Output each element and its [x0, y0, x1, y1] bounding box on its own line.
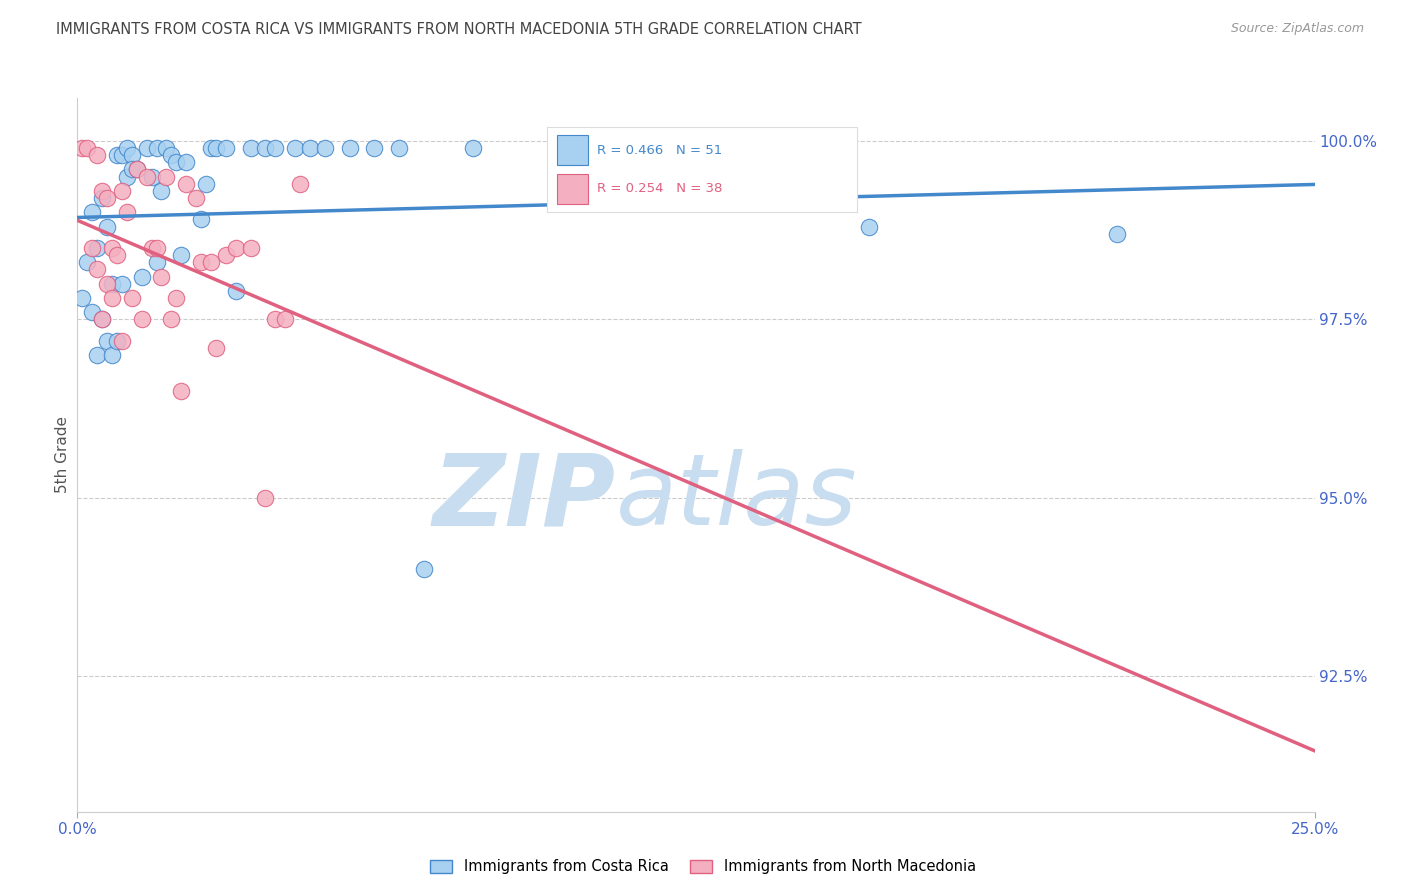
Point	[388, 141, 411, 155]
Point	[314, 141, 336, 155]
Point	[184, 191, 207, 205]
Point	[363, 141, 385, 155]
Point	[145, 141, 167, 155]
Point	[125, 162, 148, 177]
Point	[170, 384, 193, 398]
Point	[150, 269, 173, 284]
Point	[195, 177, 218, 191]
Point	[115, 169, 138, 184]
Point	[135, 141, 157, 155]
Point	[225, 241, 247, 255]
Point	[264, 312, 287, 326]
Point	[101, 291, 124, 305]
Point	[284, 141, 307, 155]
Point	[239, 241, 262, 255]
Point	[105, 334, 128, 348]
Point	[96, 219, 118, 234]
Point	[141, 169, 163, 184]
Text: atlas: atlas	[616, 450, 858, 546]
Point	[91, 312, 114, 326]
Text: Source: ZipAtlas.com: Source: ZipAtlas.com	[1230, 22, 1364, 36]
Point	[412, 562, 434, 576]
Point	[160, 148, 183, 162]
Point	[96, 334, 118, 348]
Point	[101, 348, 124, 362]
Point	[155, 141, 177, 155]
Point	[1105, 227, 1128, 241]
Point	[463, 141, 485, 155]
Point	[145, 241, 167, 255]
Point	[135, 169, 157, 184]
Y-axis label: 5th Grade: 5th Grade	[55, 417, 70, 493]
Point	[82, 305, 104, 319]
Point	[165, 291, 187, 305]
Point	[82, 241, 104, 255]
Point	[225, 284, 247, 298]
Point	[200, 255, 222, 269]
Point	[190, 212, 212, 227]
Point	[121, 148, 143, 162]
Point	[160, 312, 183, 326]
Point	[288, 177, 311, 191]
Point	[200, 141, 222, 155]
Point	[205, 341, 228, 355]
Point	[91, 191, 114, 205]
Point	[339, 141, 361, 155]
Point	[96, 191, 118, 205]
Point	[86, 148, 108, 162]
Point	[141, 241, 163, 255]
Point	[111, 148, 134, 162]
Point	[121, 291, 143, 305]
Point	[86, 241, 108, 255]
Text: ZIP: ZIP	[433, 450, 616, 546]
Point	[86, 262, 108, 277]
Point	[96, 277, 118, 291]
Point	[274, 312, 297, 326]
Point	[165, 155, 187, 169]
Point	[111, 184, 134, 198]
Point	[858, 219, 880, 234]
Point	[170, 248, 193, 262]
Point	[115, 205, 138, 219]
Point	[264, 141, 287, 155]
Point	[121, 162, 143, 177]
Point	[111, 277, 134, 291]
Point	[254, 141, 277, 155]
Point	[91, 184, 114, 198]
Point	[111, 334, 134, 348]
Point	[105, 148, 128, 162]
Point	[145, 255, 167, 269]
Point	[101, 241, 124, 255]
Point	[150, 184, 173, 198]
Point	[254, 491, 277, 505]
Point	[131, 312, 153, 326]
Point	[86, 348, 108, 362]
Point	[72, 291, 94, 305]
Point	[125, 162, 148, 177]
Text: IMMIGRANTS FROM COSTA RICA VS IMMIGRANTS FROM NORTH MACEDONIA 5TH GRADE CORRELAT: IMMIGRANTS FROM COSTA RICA VS IMMIGRANTS…	[56, 22, 862, 37]
Point	[215, 248, 238, 262]
Point	[205, 141, 228, 155]
Point	[105, 248, 128, 262]
Point	[190, 255, 212, 269]
Point	[155, 169, 177, 184]
Point	[215, 141, 238, 155]
Point	[131, 269, 153, 284]
Point	[72, 141, 94, 155]
Point	[76, 255, 98, 269]
Point	[91, 312, 114, 326]
Point	[82, 205, 104, 219]
Point	[101, 277, 124, 291]
Point	[76, 141, 98, 155]
Point	[115, 141, 138, 155]
Point	[174, 155, 197, 169]
Legend: Immigrants from Costa Rica, Immigrants from North Macedonia: Immigrants from Costa Rica, Immigrants f…	[425, 854, 981, 880]
Point	[174, 177, 197, 191]
Point	[298, 141, 321, 155]
Point	[239, 141, 262, 155]
